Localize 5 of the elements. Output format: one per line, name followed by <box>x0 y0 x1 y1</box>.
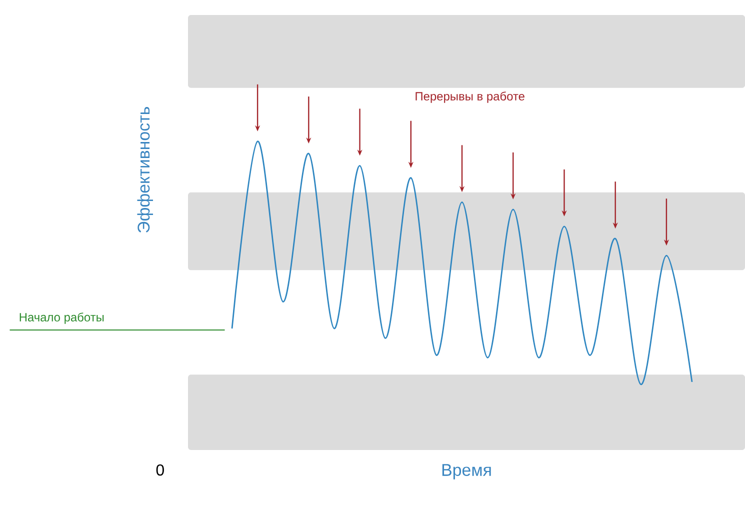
text: Начало работы <box>20 312 104 324</box>
text: 0 <box>156 464 164 476</box>
y-axis-title: Эффективность <box>137 107 154 233</box>
text: Перерывы в работе <box>416 92 524 103</box>
x-axis-title: Время <box>442 464 491 480</box>
